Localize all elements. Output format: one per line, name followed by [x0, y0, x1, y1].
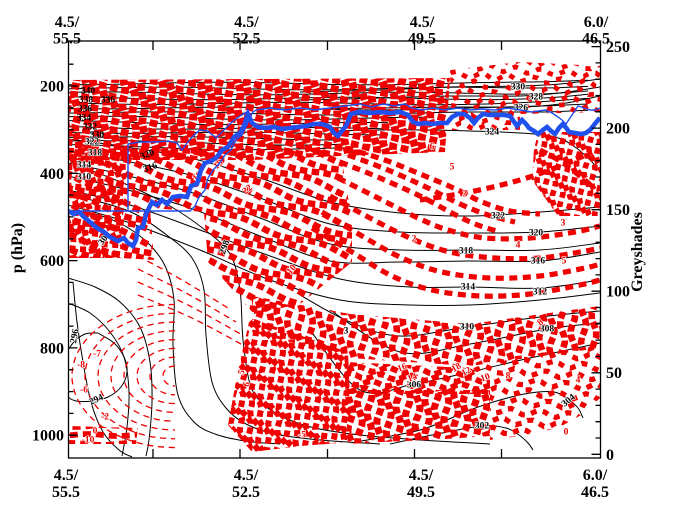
svg-text:310: 310 — [77, 172, 92, 182]
svg-text:336: 336 — [101, 95, 116, 105]
svg-text:600: 600 — [40, 253, 64, 270]
svg-text:326: 326 — [514, 103, 529, 113]
svg-text:314: 314 — [77, 160, 92, 170]
svg-text:0: 0 — [606, 447, 614, 464]
svg-text:314: 314 — [461, 282, 476, 292]
svg-text:52.5: 52.5 — [232, 484, 260, 501]
svg-text:3: 3 — [561, 218, 566, 228]
svg-text:55.5: 55.5 — [53, 31, 81, 48]
svg-text:320: 320 — [139, 148, 156, 162]
svg-text:55.5: 55.5 — [52, 484, 80, 501]
svg-text:1000: 1000 — [32, 428, 64, 445]
svg-text:5: 5 — [450, 162, 455, 172]
svg-text:296: 296 — [69, 328, 81, 344]
svg-text:324: 324 — [485, 127, 500, 137]
svg-text:52.5: 52.5 — [233, 31, 261, 48]
svg-text:302: 302 — [475, 421, 490, 431]
svg-text:6.0/: 6.0/ — [584, 14, 609, 31]
svg-text:-10: -10 — [82, 435, 95, 445]
svg-text:5: 5 — [237, 368, 248, 376]
svg-text:49.5: 49.5 — [407, 484, 435, 501]
svg-text:10: 10 — [479, 372, 492, 385]
svg-text:4: 4 — [516, 240, 521, 250]
svg-text:3: 3 — [344, 326, 349, 336]
svg-text:330: 330 — [90, 130, 105, 140]
svg-text:332: 332 — [83, 122, 98, 132]
svg-text:312: 312 — [533, 287, 548, 297]
svg-text:5: 5 — [562, 256, 567, 266]
svg-text:200: 200 — [606, 121, 630, 138]
svg-text:334: 334 — [77, 113, 92, 123]
svg-text:16: 16 — [396, 362, 409, 375]
svg-text:Greyshades: Greyshades — [629, 212, 646, 292]
svg-text:310: 310 — [460, 322, 475, 332]
svg-text:8: 8 — [506, 371, 511, 381]
svg-text:316: 316 — [531, 256, 546, 266]
svg-text:0: 0 — [93, 426, 98, 436]
svg-text:250: 250 — [606, 39, 630, 56]
svg-text:4.5/: 4.5/ — [234, 14, 259, 31]
svg-text:800: 800 — [40, 340, 64, 357]
svg-text:4: 4 — [576, 375, 581, 385]
svg-text:4.5/: 4.5/ — [410, 14, 435, 31]
svg-text:6: 6 — [430, 142, 435, 152]
svg-text:322: 322 — [85, 137, 100, 147]
svg-text:8: 8 — [536, 317, 546, 328]
svg-text:46.5: 46.5 — [581, 484, 609, 501]
svg-text:330: 330 — [511, 82, 526, 92]
svg-text:0: 0 — [564, 427, 569, 437]
svg-text:-8: -8 — [77, 360, 85, 370]
svg-text:318: 318 — [88, 148, 103, 158]
svg-text:p (hPa): p (hPa) — [9, 223, 26, 273]
svg-text:308: 308 — [540, 324, 555, 334]
svg-text:318: 318 — [459, 246, 474, 256]
svg-text:14: 14 — [406, 372, 419, 385]
svg-text:336: 336 — [78, 104, 93, 114]
svg-text:4.5/: 4.5/ — [409, 467, 434, 484]
svg-text:2: 2 — [412, 234, 417, 244]
svg-text:340: 340 — [81, 86, 96, 96]
svg-text:-7: -7 — [93, 349, 101, 359]
svg-text:200: 200 — [40, 79, 64, 96]
svg-text:400: 400 — [40, 166, 64, 183]
svg-text:6: 6 — [242, 380, 253, 388]
svg-text:3: 3 — [463, 189, 468, 199]
svg-text:4.5/: 4.5/ — [54, 467, 79, 484]
svg-text:-6: -6 — [80, 385, 88, 395]
svg-text:100: 100 — [606, 284, 630, 301]
svg-text:6.0/: 6.0/ — [583, 467, 608, 484]
svg-text:316: 316 — [142, 161, 159, 175]
svg-text:320: 320 — [529, 228, 544, 238]
svg-text:49.5: 49.5 — [408, 31, 436, 48]
svg-text:150: 150 — [606, 202, 630, 219]
svg-text:50: 50 — [606, 365, 622, 382]
svg-text:338: 338 — [79, 95, 94, 105]
svg-text:4.5/: 4.5/ — [234, 467, 259, 484]
svg-text:328: 328 — [529, 92, 544, 102]
svg-text:-2: -2 — [101, 412, 109, 422]
svg-text:-5: -5 — [298, 430, 306, 440]
svg-text:322: 322 — [491, 211, 506, 221]
svg-text:4.5/: 4.5/ — [55, 14, 80, 31]
svg-text:46.5: 46.5 — [582, 31, 610, 48]
svg-text:306: 306 — [407, 380, 422, 390]
